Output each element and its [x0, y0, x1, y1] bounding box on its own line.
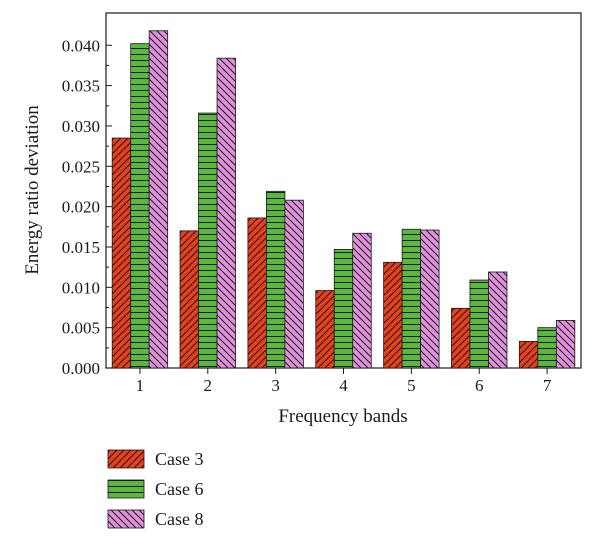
- legend: Case 3 Case 6 Case 8: [107, 449, 204, 529]
- bar-case-6-band-1: [130, 43, 150, 369]
- y-tick-label: 0.040: [62, 36, 100, 55]
- bar-case-8-band-7: [555, 319, 576, 369]
- bar-case-6-band-5: [401, 228, 422, 369]
- bar-case-3-band-4: [315, 290, 335, 369]
- bar-case-8-band-5: [420, 229, 440, 369]
- y-tick-label: 0.005: [62, 319, 100, 338]
- bar-case-8-band-3: [284, 199, 304, 369]
- legend-swatch: [107, 449, 145, 469]
- x-axis: 1 2 3 4 5 6 7: [136, 368, 552, 395]
- y-tick-label: 0.025: [62, 157, 100, 176]
- x-tick-label: 7: [543, 376, 552, 395]
- bar-case-8-band-4: [352, 232, 372, 369]
- y-tick-label: 0.030: [62, 117, 100, 136]
- bar-case-8-band-6: [488, 271, 508, 369]
- x-tick-label: 2: [204, 376, 213, 395]
- bars: [111, 30, 576, 369]
- bar-case-3-band-6: [451, 307, 471, 369]
- bar-case-6-band-7: [537, 327, 557, 369]
- x-tick-label: 4: [339, 376, 348, 395]
- y-tick-label: 0.020: [62, 198, 100, 217]
- x-tick-label: 3: [271, 376, 280, 395]
- legend-label: Case 6: [155, 479, 204, 499]
- bar-case-3-band-7: [518, 340, 539, 369]
- bar-case-3-band-1: [111, 137, 132, 369]
- bar-case-3-band-5: [383, 261, 403, 369]
- y-axis: 0.000 0.005 0.010 0.015 0.020 0.025 0.030 0.035…: [62, 36, 112, 378]
- y-tick-label: 0.010: [62, 278, 100, 297]
- bar-case-3-band-2: [179, 230, 199, 369]
- y-tick-label: 0.015: [62, 238, 100, 257]
- legend-swatch: [107, 479, 145, 499]
- y-tick-label: 0.000: [62, 359, 100, 378]
- x-axis-title: Frequency bands: [278, 406, 407, 427]
- x-tick-label: 1: [136, 376, 145, 395]
- y-tick-label: 0.035: [62, 77, 100, 96]
- legend-label: Case 3: [155, 449, 204, 469]
- y-axis-title: Energy ratio deviation: [22, 105, 43, 275]
- bar-case-3-band-3: [247, 217, 267, 369]
- x-tick-label: 6: [475, 376, 484, 395]
- bar-case-8-band-2: [216, 57, 236, 369]
- bar-case-6-band-4: [333, 248, 354, 369]
- x-tick-label: 5: [407, 376, 416, 395]
- bar-case-6-band-3: [265, 190, 286, 369]
- bar-case-6-band-6: [469, 279, 489, 369]
- bar-case-6-band-2: [198, 112, 218, 369]
- legend-swatch: [107, 509, 145, 529]
- bar-case-8-band-1: [148, 30, 169, 369]
- legend-label: Case 8: [155, 509, 204, 529]
